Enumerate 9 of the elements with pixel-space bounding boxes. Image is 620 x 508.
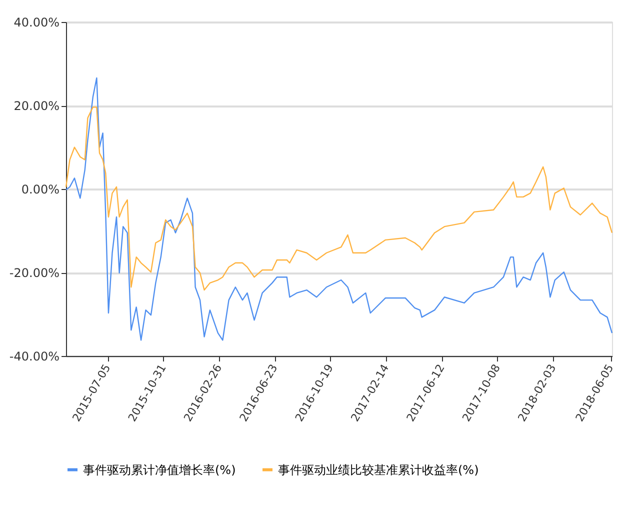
y-tick-label: 0.00% — [21, 182, 60, 196]
y-tick-label: -40.00% — [9, 350, 60, 364]
y-tick-label: 20.00% — [14, 99, 60, 113]
legend-label: 事件驱动累计净值增长率(%) — [83, 462, 236, 477]
y-tick-label: -20.00% — [9, 266, 60, 280]
line-series — [65, 106, 613, 291]
line-series — [65, 77, 613, 341]
y-tick-label: 40.00% — [14, 16, 60, 30]
legend-label: 事件驱动业绩比较基准累计收益率(%) — [278, 462, 479, 477]
